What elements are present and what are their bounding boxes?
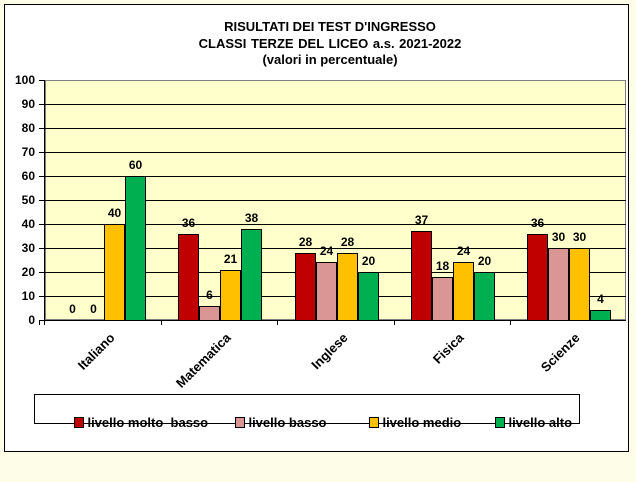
y-tick-label: 80 — [21, 121, 35, 135]
y-tick-label: 20 — [21, 265, 35, 279]
gridline — [45, 200, 626, 201]
legend-label: livello medio — [382, 415, 462, 430]
y-tick — [39, 176, 45, 177]
x-tick — [161, 320, 162, 325]
gridline — [45, 176, 626, 177]
legend-item-molto-basso: livello molto basso — [60, 402, 208, 444]
data-label: 4 — [597, 292, 604, 306]
gridline — [45, 224, 626, 225]
y-tick — [39, 128, 45, 129]
gridline — [45, 248, 626, 249]
bar — [590, 310, 611, 320]
bar — [569, 248, 590, 320]
y-tick-label: 70 — [21, 145, 35, 159]
data-label: 20 — [361, 254, 376, 268]
bar — [316, 262, 337, 320]
data-label: 40 — [107, 206, 122, 220]
data-label: 6 — [206, 288, 213, 302]
data-label: 28 — [298, 235, 313, 249]
data-label: 30 — [572, 230, 587, 244]
y-tick — [39, 224, 45, 225]
chart-title: RISULTATI DEI TEST D'INGRESSO — [224, 19, 436, 34]
y-tick — [39, 296, 45, 297]
data-label: 18 — [435, 259, 450, 273]
y-tick-label: 0 — [28, 313, 35, 327]
gridline — [45, 104, 626, 105]
x-tick — [277, 320, 278, 325]
y-tick-label: 50 — [21, 193, 35, 207]
y-tick-label: 30 — [21, 241, 35, 255]
x-tick — [510, 320, 511, 325]
data-label: 24 — [319, 244, 334, 258]
bar — [125, 176, 146, 320]
legend-swatch-icon — [495, 417, 506, 428]
data-label: 24 — [456, 244, 471, 258]
bar — [432, 277, 453, 320]
data-label: 0 — [90, 302, 97, 316]
y-tick-label: 60 — [21, 169, 35, 183]
data-label: 36 — [530, 216, 545, 230]
data-label: 36 — [181, 216, 196, 230]
legend-item-basso: livello basso — [221, 402, 327, 444]
y-tick-label: 90 — [21, 97, 35, 111]
y-tick — [39, 80, 45, 81]
y-tick-label: 40 — [21, 217, 35, 231]
data-label: 30 — [551, 230, 566, 244]
data-label: 20 — [477, 254, 492, 268]
bar — [548, 248, 569, 320]
data-label: 38 — [244, 211, 259, 225]
legend-swatch-icon — [74, 417, 85, 428]
bar — [241, 229, 262, 320]
bar — [358, 272, 379, 320]
bar — [453, 262, 474, 320]
data-label: 21 — [223, 252, 238, 266]
bar — [411, 231, 432, 320]
y-tick — [39, 272, 45, 273]
bar — [295, 253, 316, 320]
bar — [474, 272, 495, 320]
legend-item-medio: livello medio — [355, 402, 461, 444]
legend-item-alto: livello alto — [481, 402, 572, 444]
y-tick — [39, 152, 45, 153]
y-tick — [39, 104, 45, 105]
bar — [199, 306, 220, 320]
x-tick — [394, 320, 395, 325]
y-tick — [39, 248, 45, 249]
chart-subtitle: CLASSI TERZE DEL LICEO a.s. 2021-2022 — [198, 36, 462, 51]
legend: livello molto basso livello basso livell… — [34, 394, 580, 430]
data-label: 28 — [340, 235, 355, 249]
x-axis-line — [39, 320, 626, 321]
gridline — [45, 152, 626, 153]
legend-swatch-icon — [369, 417, 380, 428]
bar — [104, 224, 125, 320]
x-tick — [39, 320, 40, 325]
legend-label: livello alto — [508, 415, 573, 430]
data-label: 60 — [128, 158, 143, 172]
bar — [220, 270, 241, 320]
y-tick-label: 100 — [14, 73, 35, 87]
y-tick-label: 10 — [21, 289, 35, 303]
y-axis-line — [44, 80, 45, 325]
data-label: 37 — [414, 213, 429, 227]
gridline — [45, 128, 626, 129]
y-tick — [39, 200, 45, 201]
bar — [527, 234, 548, 320]
chart-units-note: (valori in percentuale) — [262, 52, 398, 67]
bar — [337, 253, 358, 320]
legend-label: livello basso — [248, 415, 327, 430]
bar — [178, 234, 199, 320]
legend-label: livello molto basso — [87, 415, 209, 430]
legend-swatch-icon — [235, 417, 246, 428]
data-label: 0 — [69, 302, 76, 316]
